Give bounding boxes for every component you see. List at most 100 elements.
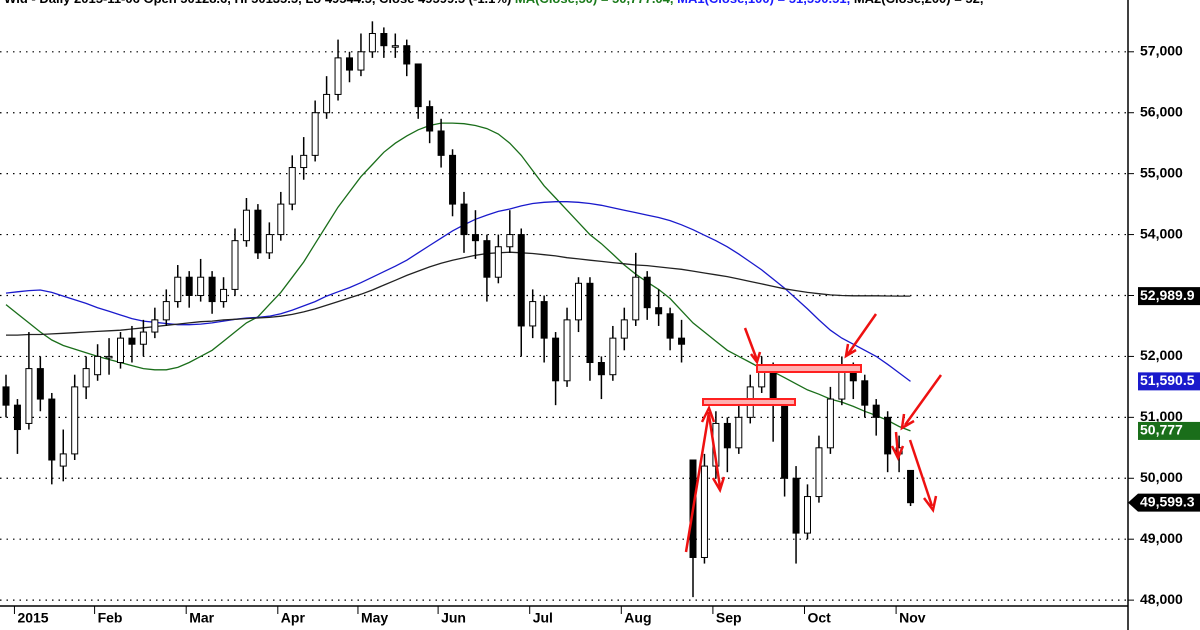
resistance-box: [702, 398, 796, 406]
title-part: Wld - Daily 2015-11-06 Open 50128.6, Hi …: [4, 0, 515, 6]
candle-body: [700, 465, 708, 558]
candle-body: [437, 130, 445, 156]
candle-body: [792, 477, 800, 534]
candle-body: [197, 276, 205, 296]
candle-body: [632, 276, 640, 321]
x-tick-label: Nov: [899, 610, 926, 626]
candle-body: [517, 234, 525, 327]
candle-body: [826, 398, 834, 449]
candle-body: [872, 404, 880, 418]
candle-body: [36, 368, 44, 400]
candle-body: [231, 240, 239, 290]
candle-body: [575, 282, 582, 321]
candle-body: [288, 167, 296, 205]
annotations: [684, 313, 943, 553]
candle-body: [346, 57, 353, 71]
y-tick-label: 50,000: [1140, 469, 1183, 485]
candle-body: [609, 337, 617, 376]
arrow: [707, 414, 726, 494]
candle-body: [678, 337, 686, 345]
candle-body: [174, 276, 182, 303]
x-tick-label: Jul: [533, 610, 553, 626]
candle-body: [643, 276, 651, 309]
candle-body: [2, 386, 10, 406]
candle-body: [13, 404, 21, 431]
candle-body: [884, 416, 892, 455]
candle-body: [380, 33, 388, 47]
arrows: [684, 313, 943, 553]
candle-body: [128, 337, 136, 345]
close-marker: [1128, 493, 1200, 512]
candle-body: [242, 209, 250, 242]
x-tick-label: Jun: [441, 610, 466, 626]
candle-body: [94, 355, 102, 376]
candle-body: [666, 313, 674, 339]
resistance-box: [756, 364, 862, 373]
candle-body: [620, 319, 628, 339]
candle-body: [265, 234, 273, 254]
candle-body: [563, 319, 571, 382]
y-tick-label: 56,000: [1140, 103, 1183, 119]
y-tick-label: 49,000: [1140, 530, 1183, 546]
candle-body: [494, 246, 502, 278]
x-tick-label: Oct: [808, 610, 832, 626]
arrow: [743, 327, 762, 365]
candle-body: [300, 154, 308, 169]
last-value-box: [1138, 287, 1200, 306]
title-part: MA2(Close,200) = 52,: [854, 0, 984, 6]
candle-body: [506, 234, 514, 248]
x-tick-label: 2015: [17, 610, 48, 626]
y-tick-label: 57,000: [1140, 42, 1183, 58]
candle-body: [403, 45, 411, 65]
x-tick-label: Feb: [98, 610, 123, 626]
candle-body: [586, 282, 594, 364]
y-tick-label: 51,000: [1140, 408, 1183, 424]
last-value-box: [1138, 372, 1200, 391]
candle-body: [907, 469, 915, 504]
candle-body: [426, 106, 434, 132]
candle-body: [48, 398, 56, 461]
candle-body: [357, 51, 365, 71]
candle-body: [185, 276, 193, 296]
candle-body: [529, 301, 537, 327]
candle-body: [414, 63, 422, 108]
arrow: [684, 404, 716, 553]
chart-title: Wld - Daily 2015-11-06 Open 50128.6, Hi …: [4, 0, 984, 6]
arrow: [900, 374, 943, 431]
candle-body: [59, 453, 67, 467]
title-part: MA1(Close,100) = 51,590.51,: [677, 0, 854, 6]
y-tick-label: 54,000: [1140, 225, 1183, 241]
candle-body: [861, 380, 869, 406]
last-value-label: 52,989.9: [1140, 287, 1195, 303]
candle-body: [105, 355, 113, 359]
last-value-box: [1138, 421, 1200, 440]
candle-body: [254, 209, 262, 254]
candle-body: [540, 301, 548, 339]
candle-body: [323, 93, 331, 114]
candle-body: [151, 319, 159, 333]
candle-body: [368, 33, 376, 53]
candle-body: [117, 337, 124, 364]
candle-body: [25, 368, 33, 424]
arrow: [908, 439, 938, 513]
candle-body: [139, 331, 147, 345]
x-tick-label: Aug: [624, 610, 651, 626]
candle-body: [597, 362, 605, 376]
title-part: MA(Close,50) = 50,777.04,: [515, 0, 677, 6]
candle-body: [449, 154, 457, 205]
candle-body: [82, 368, 90, 388]
candle-body: [804, 496, 811, 534]
candle-body: [483, 240, 491, 278]
close-label: 49,599.3: [1140, 493, 1195, 509]
candle-body: [334, 57, 342, 95]
arrow: [844, 313, 878, 359]
x-tick-label: Sep: [716, 610, 742, 626]
candle-body: [735, 416, 743, 449]
arrow: [890, 431, 905, 462]
y-tick-label: 48,000: [1140, 591, 1183, 607]
x-tick-label: May: [361, 610, 388, 626]
last-value-label: 51,590.5: [1140, 372, 1195, 388]
x-tick-label: Mar: [189, 610, 214, 626]
candle-body: [460, 203, 468, 236]
